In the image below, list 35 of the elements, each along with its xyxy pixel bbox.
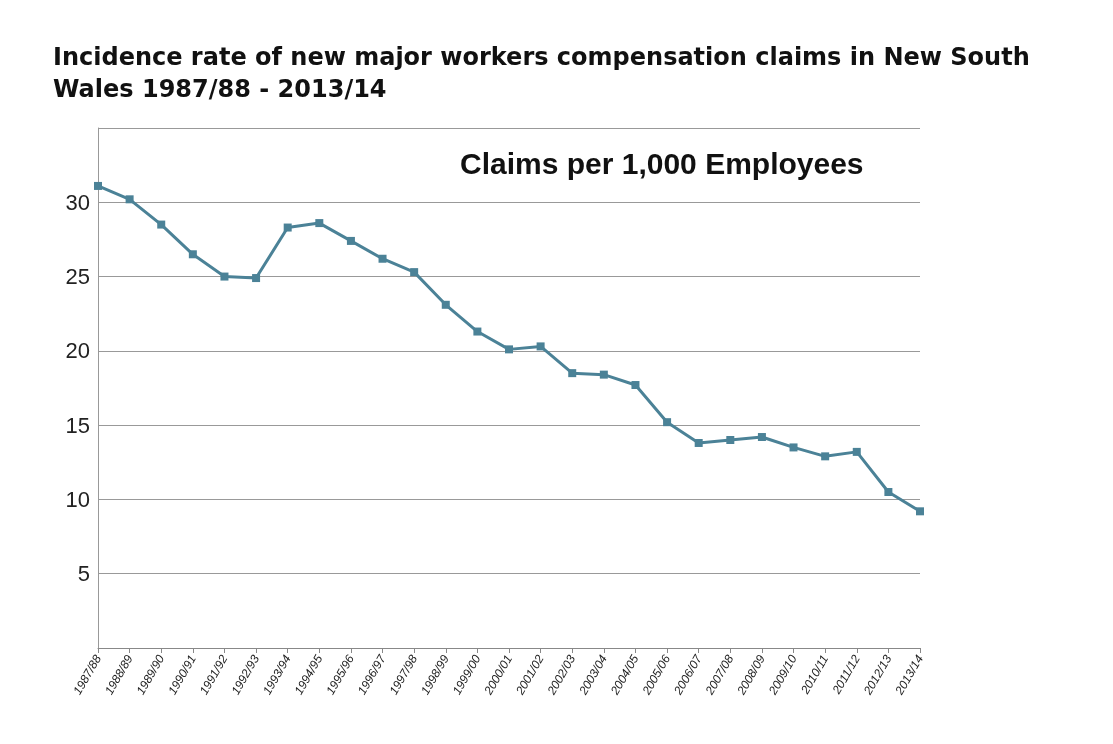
point	[505, 345, 513, 354]
point	[821, 452, 830, 461]
point	[252, 274, 261, 283]
point	[757, 433, 766, 442]
y-tick-label: 10	[65, 486, 90, 512]
point	[441, 300, 450, 309]
point	[916, 507, 924, 516]
point	[125, 195, 134, 204]
point	[188, 250, 197, 259]
y-tick-label: 15	[65, 412, 90, 438]
y-tick-label: 20	[65, 338, 90, 364]
chart-title: Incidence rate of new major workers compensation claims in New South Wales 1987/88 - 2013/14	[53, 43, 1039, 103]
point	[789, 443, 798, 452]
point	[694, 438, 703, 447]
point	[157, 220, 166, 229]
annotation: Claims per 1,000 Employees	[460, 146, 864, 180]
point	[378, 254, 387, 263]
y-tick-label: 5	[77, 561, 90, 587]
point	[473, 327, 482, 336]
point	[283, 223, 292, 232]
point	[852, 447, 861, 456]
point	[536, 342, 545, 351]
y-tick-label: 30	[65, 189, 90, 215]
point	[410, 268, 419, 277]
point	[315, 219, 324, 228]
point	[726, 436, 735, 444]
point	[568, 369, 577, 378]
point	[346, 236, 355, 245]
y-tick-label: 25	[65, 264, 90, 290]
point	[663, 418, 672, 427]
point	[884, 488, 893, 496]
point	[94, 181, 102, 190]
point	[631, 381, 640, 390]
point	[599, 370, 608, 379]
point	[220, 272, 229, 281]
